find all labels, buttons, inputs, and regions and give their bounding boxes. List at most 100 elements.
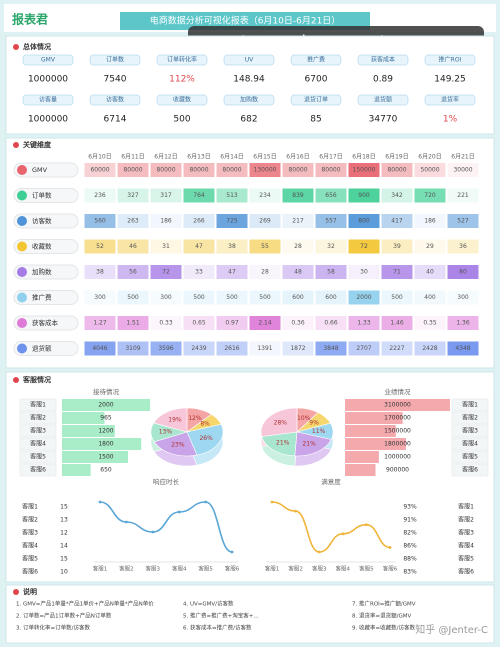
pie-label: 19% [168, 417, 182, 424]
kpi-pill [89, 94, 141, 106]
cell-value: 1.46 [390, 320, 404, 327]
kpi-label: 订单数 [106, 56, 124, 64]
x-label: 客服3 [312, 565, 327, 573]
cell-value: 327 [127, 192, 139, 199]
pie-label: 13% [159, 429, 173, 436]
cell-value: 186 [424, 218, 436, 225]
kpi-pill [357, 94, 409, 106]
pie-label: 10% [297, 415, 311, 422]
row-label-bg [13, 162, 79, 178]
row-icon [17, 318, 27, 328]
heat-cell [414, 214, 446, 228]
row-label-bg [13, 188, 79, 203]
cell-value: 1.36 [456, 320, 470, 327]
heat-cell [183, 290, 215, 305]
heat-cell [216, 214, 248, 228]
bar-value: 1800 [98, 441, 113, 448]
row-label: 退货额 [32, 344, 52, 353]
cell-value: 55 [261, 243, 269, 250]
x-label: 客服2 [288, 565, 303, 573]
heat-cell [150, 290, 182, 305]
heat-cell [249, 163, 281, 177]
x-label: 客服6 [225, 565, 240, 573]
kpi-pill [424, 94, 476, 106]
row-icon [17, 190, 27, 201]
note: 4. UV=GMV/访客数 [183, 600, 234, 608]
point [230, 550, 234, 554]
kpi-value: 1000000 [28, 75, 68, 85]
heat-cell [348, 239, 380, 254]
date-label: 6月19日 [385, 154, 408, 161]
agent-label: 客服5 [22, 555, 38, 563]
cell-value: 29 [426, 243, 434, 250]
section-title: 关键维度 [23, 140, 52, 149]
bar-value: 1700000 [384, 415, 411, 422]
heat-cell [447, 265, 479, 279]
agent-label: 客服4 [22, 542, 38, 550]
date-label: 6月20日 [418, 154, 441, 161]
cell-value: 266 [193, 218, 205, 225]
heat-cell [183, 214, 215, 228]
cell-value: 80000 [222, 167, 241, 174]
cell-value: 527 [457, 218, 469, 225]
heat-cell [216, 239, 248, 254]
pie-slice [294, 431, 332, 457]
heat-cell [348, 316, 380, 330]
kpi-pill [89, 54, 141, 66]
bar-value: 965 [100, 415, 112, 422]
kpi-value: 148.94 [233, 75, 265, 85]
cell-value: 58 [327, 269, 335, 276]
agent-label: 客服6 [22, 568, 38, 576]
heat-cell [150, 265, 182, 279]
agent-label: 客服3 [458, 529, 474, 537]
cell-value: 30 [360, 269, 368, 276]
bar [62, 412, 105, 424]
cell-value: 0.66 [324, 320, 338, 327]
cell-value: 2439 [191, 345, 206, 352]
heat-cell [414, 188, 446, 203]
agent-label: 客服3 [22, 529, 38, 537]
label-cell [451, 463, 489, 477]
logo: 报表君 [12, 12, 48, 27]
kpi-pill [22, 94, 74, 106]
heat-cell [447, 290, 479, 305]
heat-cell [183, 341, 215, 356]
heat-cell [84, 265, 116, 279]
heat-cell [150, 341, 182, 356]
heat-cell [117, 341, 149, 356]
table-value: 91% [403, 517, 417, 524]
kpi-label: 获客成本 [371, 56, 395, 64]
heat-cell [282, 265, 314, 279]
date-label: 6月16日 [286, 154, 309, 161]
bar [62, 451, 128, 463]
cell-value: 234 [259, 192, 271, 199]
pie-label: 8% [200, 421, 210, 428]
cell-value: 30000 [453, 167, 472, 174]
heat-cell [381, 290, 413, 305]
heat-cell [183, 316, 215, 330]
heat-cell [84, 316, 116, 330]
cell-value: 656 [325, 192, 337, 199]
cell-value: 725 [226, 218, 238, 225]
bar-value: 1200 [98, 428, 113, 435]
kpi-value: 682 [240, 115, 257, 125]
cell-value: 557 [325, 218, 337, 225]
cell-value: 1.51 [126, 320, 140, 327]
row-label-bg [13, 239, 79, 254]
cell-value: 0.97 [225, 320, 239, 327]
cell-value: 0.33 [159, 320, 173, 327]
note: 8. 退货率=退货额/GMV [352, 612, 411, 620]
row-label: 加购数 [32, 267, 52, 276]
kpi-label: 收藏数 [173, 96, 191, 104]
label-cell [19, 450, 57, 464]
label-cell [451, 437, 489, 451]
bar [345, 451, 379, 463]
row-label: 访客数 [32, 216, 52, 225]
cell-value: 900 [358, 192, 370, 199]
cell-value: 236 [94, 192, 106, 199]
cell-value: 4348 [455, 345, 470, 352]
section-title: 客服情况 [22, 375, 51, 384]
pie-label: 21% [276, 439, 290, 446]
heat-cell [447, 214, 479, 228]
heat-cell [216, 341, 248, 356]
